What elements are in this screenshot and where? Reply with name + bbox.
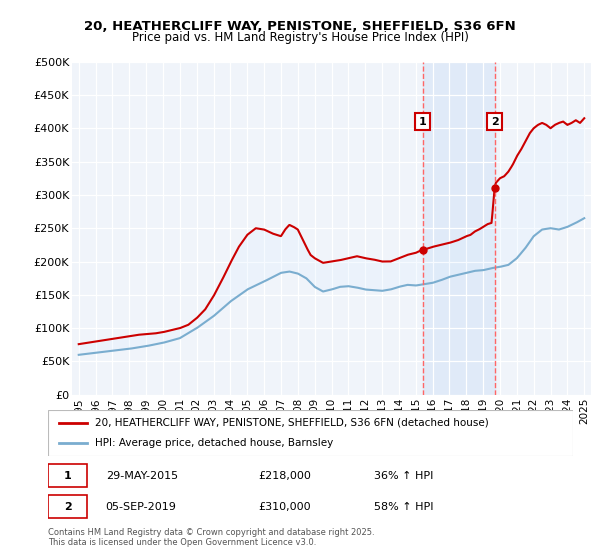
Text: 1: 1 [64,470,71,480]
Text: Contains HM Land Registry data © Crown copyright and database right 2025.
This d: Contains HM Land Registry data © Crown c… [48,528,374,547]
Text: 20, HEATHERCLIFF WAY, PENISTONE, SHEFFIELD, S36 6FN: 20, HEATHERCLIFF WAY, PENISTONE, SHEFFIE… [84,20,516,32]
Text: £310,000: £310,000 [258,502,311,512]
Text: 29-MAY-2015: 29-MAY-2015 [106,470,178,480]
Text: £218,000: £218,000 [258,470,311,480]
Text: 05-SEP-2019: 05-SEP-2019 [106,502,176,512]
Text: 20, HEATHERCLIFF WAY, PENISTONE, SHEFFIELD, S36 6FN (detached house): 20, HEATHERCLIFF WAY, PENISTONE, SHEFFIE… [95,418,489,428]
Text: HPI: Average price, detached house, Barnsley: HPI: Average price, detached house, Barn… [95,438,334,449]
FancyBboxPatch shape [48,464,88,487]
Text: 2: 2 [491,116,499,127]
FancyBboxPatch shape [48,495,88,519]
Text: Price paid vs. HM Land Registry's House Price Index (HPI): Price paid vs. HM Land Registry's House … [131,31,469,44]
Text: 1: 1 [419,116,427,127]
Text: 2: 2 [64,502,71,512]
Bar [422,62,494,395]
Text: 58% ↑ HPI: 58% ↑ HPI [373,502,433,512]
Text: 36% ↑ HPI: 36% ↑ HPI [373,470,433,480]
